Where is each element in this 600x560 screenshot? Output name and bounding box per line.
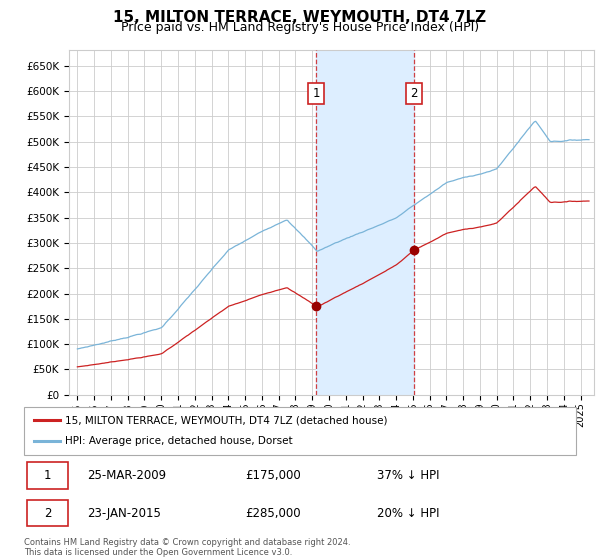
Text: 1: 1 <box>44 469 51 482</box>
Text: 20% ↓ HPI: 20% ↓ HPI <box>377 507 440 520</box>
Text: 2: 2 <box>410 87 418 100</box>
Text: 25-MAR-2009: 25-MAR-2009 <box>88 469 167 482</box>
Text: £285,000: £285,000 <box>245 507 301 520</box>
Bar <box>316 50 414 395</box>
Text: 15, MILTON TERRACE, WEYMOUTH, DT4 7LZ (detached house): 15, MILTON TERRACE, WEYMOUTH, DT4 7LZ (d… <box>65 416 388 426</box>
Text: 2: 2 <box>44 507 51 520</box>
Text: £175,000: £175,000 <box>245 469 301 482</box>
FancyBboxPatch shape <box>27 500 68 526</box>
Text: 1: 1 <box>313 87 320 100</box>
Text: Contains HM Land Registry data © Crown copyright and database right 2024.
This d: Contains HM Land Registry data © Crown c… <box>24 538 350 557</box>
FancyBboxPatch shape <box>24 407 576 455</box>
Text: 37% ↓ HPI: 37% ↓ HPI <box>377 469 440 482</box>
Text: 15, MILTON TERRACE, WEYMOUTH, DT4 7LZ: 15, MILTON TERRACE, WEYMOUTH, DT4 7LZ <box>113 10 487 25</box>
Text: Price paid vs. HM Land Registry's House Price Index (HPI): Price paid vs. HM Land Registry's House … <box>121 21 479 34</box>
Text: HPI: Average price, detached house, Dorset: HPI: Average price, detached house, Dors… <box>65 436 293 446</box>
Text: 23-JAN-2015: 23-JAN-2015 <box>88 507 161 520</box>
FancyBboxPatch shape <box>27 462 68 488</box>
